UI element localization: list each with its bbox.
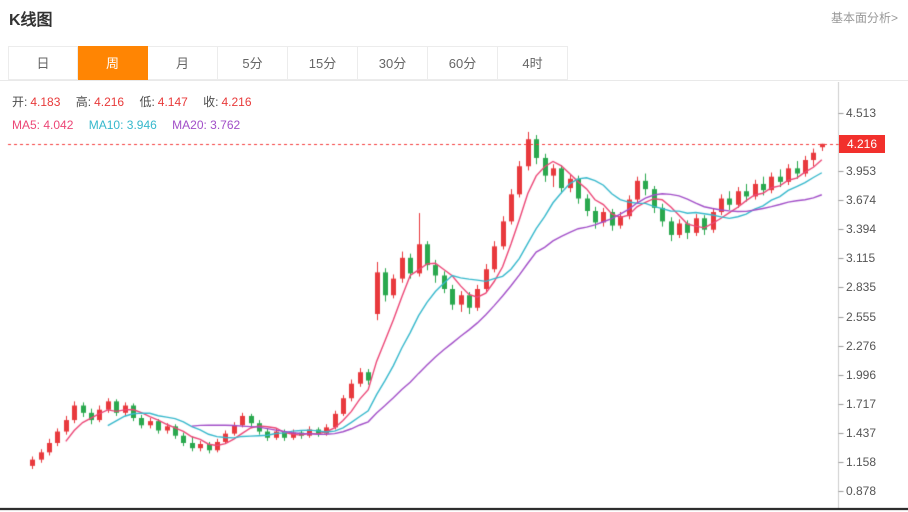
ma5-value: 4.042: [43, 118, 74, 132]
high-value: 4.216: [94, 95, 125, 109]
close-value: 4.216: [221, 95, 252, 109]
ma10-value: 3.946: [126, 118, 157, 132]
page-title: K线图: [9, 12, 53, 29]
y-axis-label: 1.158: [846, 454, 877, 469]
tab-h4[interactable]: 4时: [498, 46, 568, 80]
tab-m60[interactable]: 60分: [428, 46, 498, 80]
y-axis-label: 4.513: [846, 105, 877, 120]
ma-legend: MA5: 4.042 MA10: 3.946 MA20: 3.762: [12, 118, 264, 132]
y-axis-label: 1.996: [846, 367, 877, 382]
close-pair: 收: 4.216: [203, 95, 251, 109]
tab-month[interactable]: 月: [148, 46, 218, 80]
y-axis-label: 1.437: [846, 425, 877, 440]
open-label: 开:: [12, 95, 28, 109]
ma20-value: 3.762: [210, 118, 241, 132]
high-pair: 高: 4.216: [76, 95, 124, 109]
current-price-badge: 4.216: [839, 134, 886, 153]
open-value: 4.183: [30, 95, 61, 109]
y-axis-label: 3.674: [846, 193, 877, 208]
close-label: 收:: [203, 95, 219, 109]
y-axis: 4.5134.2163.9533.6743.3943.1152.8352.555…: [846, 82, 906, 512]
tab-m15[interactable]: 15分: [288, 46, 358, 80]
y-axis-label: 2.276: [846, 338, 877, 353]
ma20-label: MA20:: [172, 118, 207, 132]
open-pair: 开: 4.183: [12, 95, 60, 109]
high-label: 高:: [75, 95, 92, 109]
tab-day[interactable]: 日: [8, 46, 78, 80]
tab-week[interactable]: 周: [78, 46, 148, 80]
low-value: 4.147: [157, 95, 188, 109]
y-axis-label: 2.555: [846, 309, 877, 324]
y-axis-label: 3.115: [846, 251, 876, 266]
low-pair: 低: 4.147: [139, 95, 187, 109]
header: K线图 基本面分析>: [0, 0, 908, 42]
y-axis-label: 0.878: [846, 484, 877, 499]
y-axis-label: 3.953: [846, 164, 877, 179]
candlestick-chart-canvas[interactable]: [0, 82, 908, 512]
fundamental-analysis-link[interactable]: 基本面分析>: [830, 11, 898, 25]
chart-region: 开: 4.183 高: 4.216 低: 4.147 收: 4.216 MA5: 4.0…: [0, 82, 908, 512]
ohlc-legend: 开: 4.183 高: 4.216 低: 4.147 收: 4.216: [12, 93, 264, 110]
ma10-legend: MA10: 3.946: [89, 118, 157, 132]
ma5-label: MA5:: [12, 118, 41, 132]
ma10-label: MA10:: [88, 118, 124, 132]
y-axis-label: 2.835: [846, 280, 877, 295]
ma5-legend: MA5: 4.042: [12, 118, 73, 132]
ma20-legend: MA20: 3.762: [172, 118, 240, 132]
tab-m5[interactable]: 5分: [218, 46, 288, 80]
y-axis-label: 3.394: [846, 222, 877, 237]
tab-m30[interactable]: 30分: [358, 46, 428, 80]
low-label: 低:: [139, 95, 155, 109]
timeframe-tabbar: 日周月 5分 15分 30分 60分 4时: [0, 46, 908, 81]
chart-legend: 开: 4.183 高: 4.216 低: 4.147 收: 4.216 MA5: 4.0…: [12, 93, 264, 132]
y-axis-label: 1.717: [846, 396, 877, 411]
